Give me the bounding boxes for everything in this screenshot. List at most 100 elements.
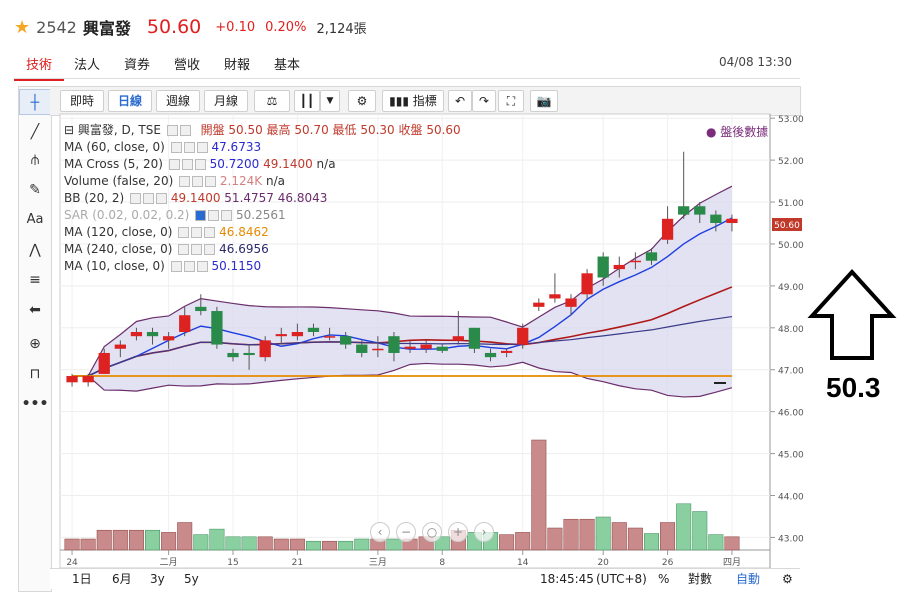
fib-icon[interactable]: ≡: [29, 272, 41, 288]
legend-volume-value: 2.124K: [219, 174, 263, 188]
gear-icon[interactable]: ⚙: [348, 90, 376, 112]
scroll-right-icon[interactable]: ›: [474, 522, 494, 542]
monthly-button[interactable]: 月線: [204, 90, 248, 112]
gear-icon[interactable]: [191, 227, 203, 238]
range-1d-button[interactable]: 1日: [72, 572, 92, 586]
tab-technical[interactable]: 技術: [14, 52, 65, 81]
tab-basic[interactable]: 基本: [274, 58, 301, 73]
brush-icon[interactable]: ✎: [29, 182, 41, 198]
camera-icon[interactable]: 📷: [530, 90, 558, 112]
close-icon[interactable]: [204, 244, 216, 255]
close-icon[interactable]: [194, 159, 206, 170]
legend-settings-icon[interactable]: [179, 125, 191, 136]
volume-bar: [354, 538, 370, 551]
pattern-icon[interactable]: ⋀: [29, 242, 41, 258]
eye-icon[interactable]: [195, 210, 207, 221]
legend-macross-value: 50.7200: [209, 157, 260, 171]
gear-icon[interactable]: [143, 193, 155, 204]
compare-icon[interactable]: ⚖: [254, 90, 290, 112]
last-update-time: 04/08 13:30: [719, 55, 792, 69]
close-icon[interactable]: [204, 227, 216, 238]
tab-margin[interactable]: 資券: [124, 58, 151, 73]
close-icon[interactable]: [156, 193, 168, 204]
tab-financials[interactable]: 財報: [224, 58, 251, 73]
undo-icon[interactable]: ↶: [448, 90, 472, 112]
gear-icon[interactable]: ⚙: [782, 572, 793, 586]
weekly-button[interactable]: 週線: [156, 90, 200, 112]
volume-bar: [676, 503, 692, 551]
daily-button[interactable]: 日線: [108, 90, 152, 112]
arrow-left-icon[interactable]: ⬅: [29, 302, 41, 318]
eye-icon[interactable]: [179, 176, 191, 187]
eye-icon[interactable]: [130, 193, 142, 204]
close-icon[interactable]: [205, 176, 217, 187]
volume-bar: [161, 532, 177, 551]
gear-icon[interactable]: [183, 142, 195, 153]
volume-bar: [386, 538, 402, 551]
gear-icon[interactable]: [192, 176, 204, 187]
candle-body: [694, 206, 706, 215]
text-icon[interactable]: Aa: [26, 212, 44, 227]
legend-bb-label: BB (20, 2): [64, 191, 125, 205]
candle-body: [468, 327, 481, 349]
legend-collapse-icon[interactable]: ⊟: [64, 123, 78, 137]
gear-icon[interactable]: [183, 261, 195, 272]
legend-ma10: MA (10, close, 0) 50.1150: [64, 258, 261, 274]
zoom-in-icon[interactable]: ⊕: [29, 336, 41, 352]
candle-body: [98, 352, 110, 374]
candle-type-icon[interactable]: ┃┃: [294, 90, 320, 112]
volume-bar: [611, 522, 627, 551]
legend-bb: BB (20, 2) 49.1400 51.4757 46.8043: [64, 190, 327, 206]
intraday-button[interactable]: 即時: [60, 90, 104, 112]
close-icon[interactable]: [221, 210, 233, 221]
star-icon[interactable]: ★: [14, 16, 31, 38]
range-3y-button[interactable]: 3y: [150, 572, 165, 586]
candle-body: [211, 311, 223, 345]
annotation-value: 50.3: [826, 372, 881, 403]
indicators-button[interactable]: ▮▮▮ 指標: [382, 90, 444, 112]
auto-scale-toggle[interactable]: 自動: [736, 572, 761, 586]
reset-icon[interactable]: ○: [422, 522, 442, 542]
log-toggle[interactable]: 對數: [688, 572, 713, 586]
eye-icon[interactable]: [168, 159, 180, 170]
gear-icon[interactable]: [208, 210, 220, 221]
close-icon[interactable]: [196, 261, 208, 272]
after-hours-link[interactable]: ● 盤後數據: [706, 125, 769, 139]
timezone[interactable]: (UTC+8): [596, 572, 647, 586]
volume-bar: [547, 527, 563, 551]
zoom-out-icon[interactable]: −: [396, 522, 416, 542]
fullscreen-icon[interactable]: ⛶: [498, 90, 524, 112]
eye-icon[interactable]: [178, 244, 190, 255]
zoom-in-icon[interactable]: +: [448, 522, 468, 542]
range-6m-button[interactable]: 6月: [112, 572, 132, 586]
candle-body: [259, 340, 271, 358]
range-5y-button[interactable]: 5y: [184, 572, 199, 586]
candle-body: [726, 218, 738, 223]
volume-bars: [64, 439, 740, 551]
tab-institutional[interactable]: 法人: [74, 58, 101, 73]
crosshair-icon[interactable]: ┼: [19, 89, 51, 115]
measure-icon[interactable]: ⊓: [29, 366, 41, 382]
redo-icon[interactable]: ↷: [472, 90, 496, 112]
volume-bar: [80, 538, 96, 551]
gear-icon[interactable]: [181, 159, 193, 170]
close-icon[interactable]: [196, 142, 208, 153]
x-tick-label: 21: [292, 558, 303, 568]
more-icon[interactable]: •••: [21, 396, 49, 412]
chevron-down-icon[interactable]: ▼: [320, 90, 340, 112]
eye-icon[interactable]: [178, 227, 190, 238]
line-icon[interactable]: ╱: [30, 124, 40, 140]
scroll-left-icon[interactable]: ‹: [370, 522, 390, 542]
eye-icon[interactable]: [170, 142, 182, 153]
eye-icon[interactable]: [170, 261, 182, 272]
fork-icon[interactable]: ⫛: [30, 152, 40, 168]
gear-icon[interactable]: [191, 244, 203, 255]
legend-ma240-label: MA (240, close, 0): [64, 242, 173, 256]
percent-toggle[interactable]: %: [658, 572, 670, 586]
up-arrow-icon: [807, 269, 897, 360]
candle-body: [356, 344, 368, 353]
tab-revenue[interactable]: 營收: [174, 58, 201, 73]
legend-settings-icon[interactable]: [166, 125, 178, 136]
volume-bar: [112, 529, 128, 551]
